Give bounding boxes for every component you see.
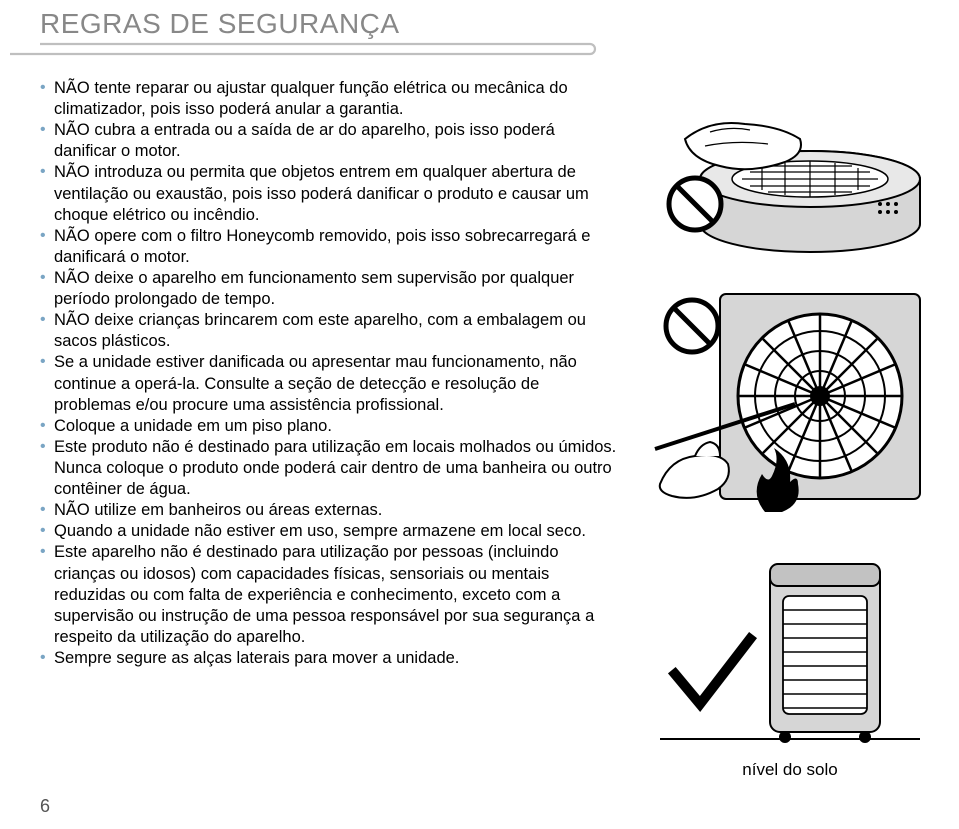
rule-item: NÃO opere com o filtro Honeycomb removid… [40,226,620,268]
page-number: 6 [40,796,50,817]
rule-text: Se a unidade estiver danificada ou apres… [54,353,577,413]
rule-item: NÃO cubra a entrada ou a saída de ar do … [40,120,620,162]
rule-item: Coloque a unidade em um piso plano. [40,416,620,437]
illustration-floor-ok-wrap: nível do solo [650,544,930,780]
rule-text: NÃO cubra a entrada ou a saída de ar do … [54,121,555,160]
prohibit-icon [669,178,721,230]
illustration-caption: nível do solo [650,760,930,780]
illustrations-column: nível do solo [650,78,930,780]
rule-text: Coloque a unidade em um piso plano. [54,417,332,435]
rule-item: Quando a unidade não estiver em uso, sem… [40,521,620,542]
rule-text: NÃO tente reparar ou ajustar qualquer fu… [54,79,568,118]
rule-item: Sempre segure as alças laterais para mov… [40,648,620,669]
title-underline [0,42,600,56]
rule-item: Se a unidade estiver danificada ou apres… [40,352,620,415]
rule-item: NÃO utilize em banheiros ou áreas extern… [40,500,620,521]
illustration-floor-ok [650,544,930,754]
rules-column: NÃO tente reparar ou ajustar qualquer fu… [40,78,620,780]
rule-text: Este produto não é destinado para utiliz… [54,438,616,498]
rule-text: NÃO utilize em banheiros ou áreas extern… [54,501,382,519]
rule-item: NÃO deixe o aparelho em funcionamento se… [40,268,620,310]
check-icon [675,639,750,704]
illustration-poke-prohibit [650,284,930,514]
rule-text: Quando a unidade não estiver em uso, sem… [54,522,586,540]
rule-item: NÃO introduza ou permita que objetos ent… [40,162,620,225]
content-row: NÃO tente reparar ou ajustar qualquer fu… [0,58,959,780]
rule-text: NÃO opere com o filtro Honeycomb removid… [54,227,590,266]
rule-text: Sempre segure as alças laterais para mov… [54,649,459,667]
rules-list: NÃO tente reparar ou ajustar qualquer fu… [40,78,620,669]
rule-item: NÃO deixe crianças brincarem com este ap… [40,310,620,352]
rule-text: NÃO deixe o aparelho em funcionamento se… [54,269,574,308]
rule-text: NÃO introduza ou permita que objetos ent… [54,163,589,223]
prohibit-icon [666,300,718,352]
rule-text: Este aparelho não é destinado para utili… [54,543,594,645]
rule-text: NÃO deixe crianças brincarem com este ap… [54,311,586,350]
rule-item: NÃO tente reparar ou ajustar qualquer fu… [40,78,620,120]
rule-item: Este aparelho não é destinado para utili… [40,542,620,648]
page-title: REGRAS DE SEGURANÇA [40,8,959,40]
illustration-cover-prohibit [650,84,930,254]
rule-item: Este produto não é destinado para utiliz… [40,437,620,500]
header: REGRAS DE SEGURANÇA [0,0,959,58]
